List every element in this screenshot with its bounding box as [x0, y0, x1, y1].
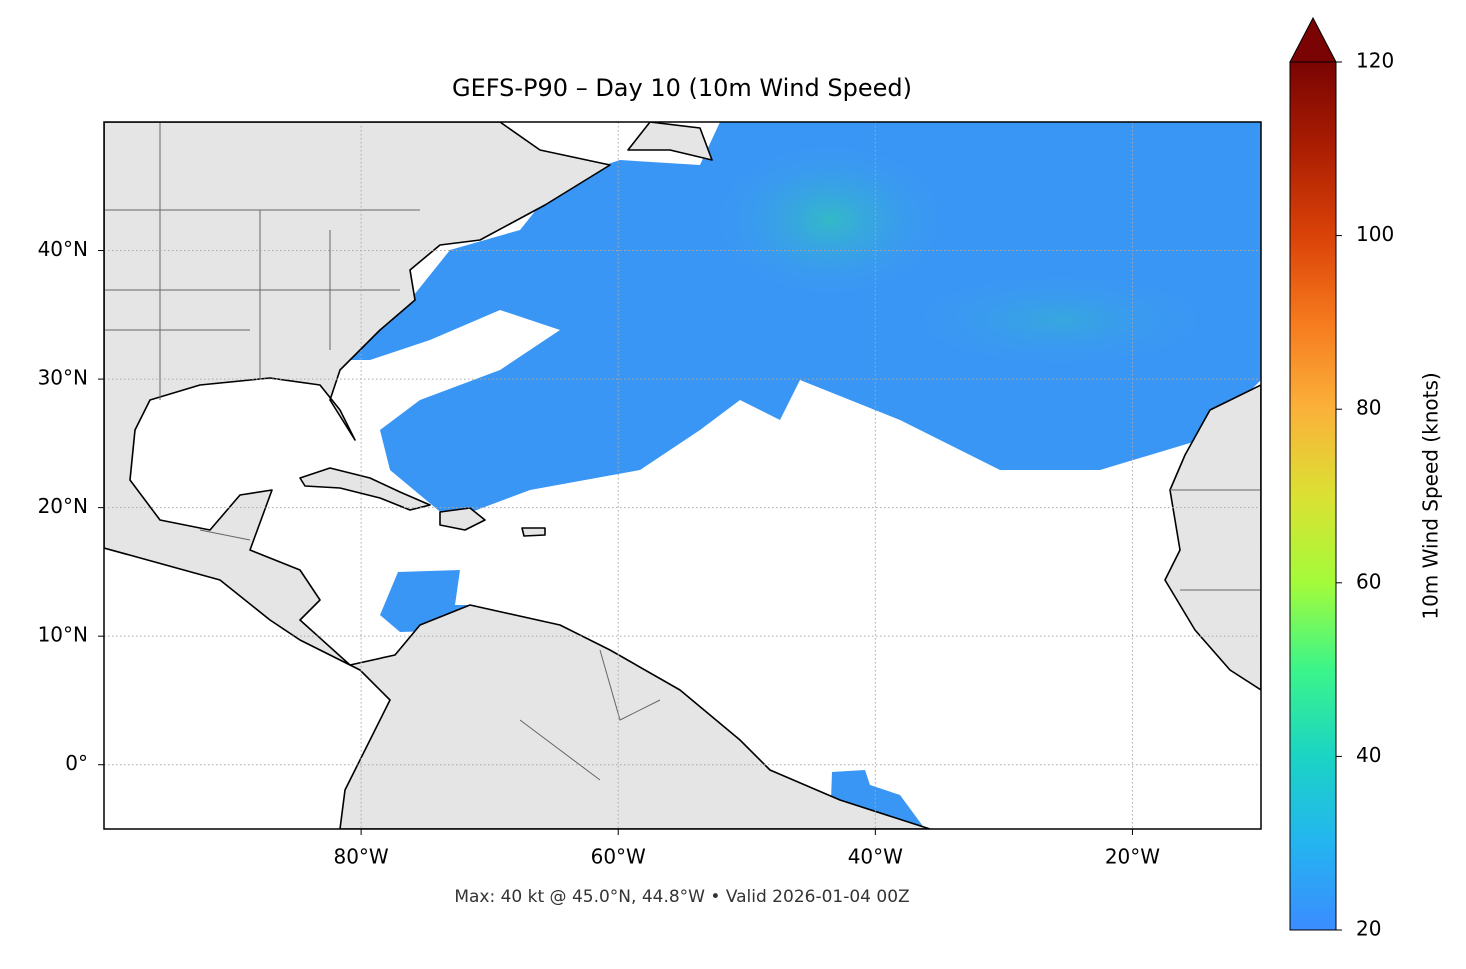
x-tick-label: 80°W: [333, 845, 388, 869]
chart-title: GEFS-P90 – Day 10 (10m Wind Speed): [452, 74, 912, 102]
colorbar-extend: [1289, 16, 1337, 63]
land: [104, 122, 1261, 829]
americas: [104, 122, 931, 829]
wind-area: [330, 122, 1261, 520]
africa: [1164, 384, 1261, 691]
x-tick-label: 40°W: [848, 845, 903, 869]
colorbar-label: 10m Wind Speed (knots): [1419, 372, 1443, 619]
map-area: [104, 122, 1261, 829]
colorbar-tick-label: 40: [1356, 743, 1381, 767]
y-tick-label: 40°N: [38, 237, 88, 261]
colorbar: 10m Wind Speed (knots): [1289, 16, 1443, 931]
y-tick-label: 30°N: [38, 366, 88, 390]
colorbar-tick-label: 20: [1356, 917, 1381, 941]
x-tick-label: 60°W: [591, 845, 646, 869]
y-tick-label: 10°N: [38, 623, 88, 647]
hispaniola: [439, 507, 486, 531]
x-tick-label: 20°W: [1105, 845, 1160, 869]
wind-maximum: [710, 140, 950, 300]
colorbar-scale: [1289, 61, 1337, 931]
borders: [104, 122, 1261, 781]
y-tick-label: 20°N: [38, 494, 88, 518]
newfoundland: [627, 122, 713, 161]
wind-band: [900, 270, 1220, 370]
y-tick-label: 0°: [65, 751, 88, 775]
colorbar-tick-label: 80: [1356, 396, 1381, 420]
puerto-rico: [521, 527, 546, 537]
footnote: Max: 40 kt @ 45.0°N, 44.8°W • Valid 2026…: [454, 887, 909, 907]
colorbar-tick-label: 60: [1356, 569, 1381, 593]
grid: [104, 122, 1261, 829]
plot-frame: [103, 121, 1262, 830]
colorbar-tick-label: 120: [1356, 49, 1394, 73]
colorbar-tick-label: 100: [1356, 222, 1394, 246]
